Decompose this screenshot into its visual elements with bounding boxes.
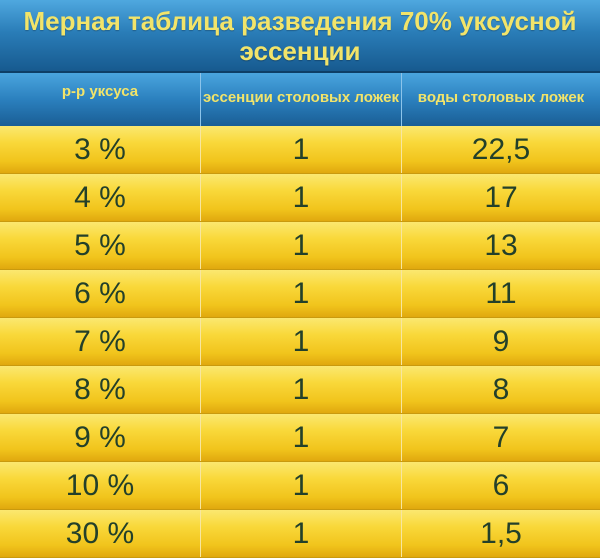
cell-solution: 3 % bbox=[0, 126, 200, 173]
table-header-row: р-р уксуса эссенции столовых ложек воды … bbox=[0, 71, 600, 126]
cell-essence: 1 bbox=[200, 414, 401, 461]
cell-essence: 1 bbox=[200, 126, 401, 173]
cell-water: 13 bbox=[401, 222, 600, 269]
cell-water: 8 bbox=[401, 366, 600, 413]
table-row: 4 % 1 17 bbox=[0, 174, 600, 222]
cell-water: 17 bbox=[401, 174, 600, 221]
cell-water: 11 bbox=[401, 270, 600, 317]
cell-water: 9 bbox=[401, 318, 600, 365]
cell-essence: 1 bbox=[200, 366, 401, 413]
title-band: Мерная таблица разведения 70% уксусной э… bbox=[0, 0, 600, 71]
cell-solution: 10 % bbox=[0, 462, 200, 509]
dilution-table: р-р уксуса эссенции столовых ложек воды … bbox=[0, 71, 600, 558]
header-essence-spoons: эссенции столовых ложек bbox=[200, 73, 401, 126]
cell-water: 7 bbox=[401, 414, 600, 461]
cell-water: 6 bbox=[401, 462, 600, 509]
cell-solution: 30 % bbox=[0, 510, 200, 557]
table-row: 10 % 1 6 bbox=[0, 462, 600, 510]
cell-solution: 4 % bbox=[0, 174, 200, 221]
header-water-spoons: воды столовых ложек bbox=[401, 73, 600, 126]
table-row: 9 % 1 7 bbox=[0, 414, 600, 462]
cell-essence: 1 bbox=[200, 270, 401, 317]
cell-essence: 1 bbox=[200, 222, 401, 269]
cell-solution: 7 % bbox=[0, 318, 200, 365]
table-row: 6 % 1 11 bbox=[0, 270, 600, 318]
table-row: 3 % 1 22,5 bbox=[0, 126, 600, 174]
cell-water: 1,5 bbox=[401, 510, 600, 557]
cell-essence: 1 bbox=[200, 174, 401, 221]
cell-solution: 6 % bbox=[0, 270, 200, 317]
header-solution: р-р уксуса bbox=[61, 83, 139, 100]
table-row: 5 % 1 13 bbox=[0, 222, 600, 270]
page-title: Мерная таблица разведения 70% уксусной э… bbox=[23, 5, 577, 66]
cell-solution: 8 % bbox=[0, 366, 200, 413]
cell-water: 22,5 bbox=[401, 126, 600, 173]
table-row: 7 % 1 9 bbox=[0, 318, 600, 366]
cell-essence: 1 bbox=[200, 318, 401, 365]
table-row: 30 % 1 1,5 bbox=[0, 510, 600, 558]
cell-solution: 5 % bbox=[0, 222, 200, 269]
cell-essence: 1 bbox=[200, 462, 401, 509]
cell-solution: 9 % bbox=[0, 414, 200, 461]
cell-essence: 1 bbox=[200, 510, 401, 557]
table-row: 8 % 1 8 bbox=[0, 366, 600, 414]
